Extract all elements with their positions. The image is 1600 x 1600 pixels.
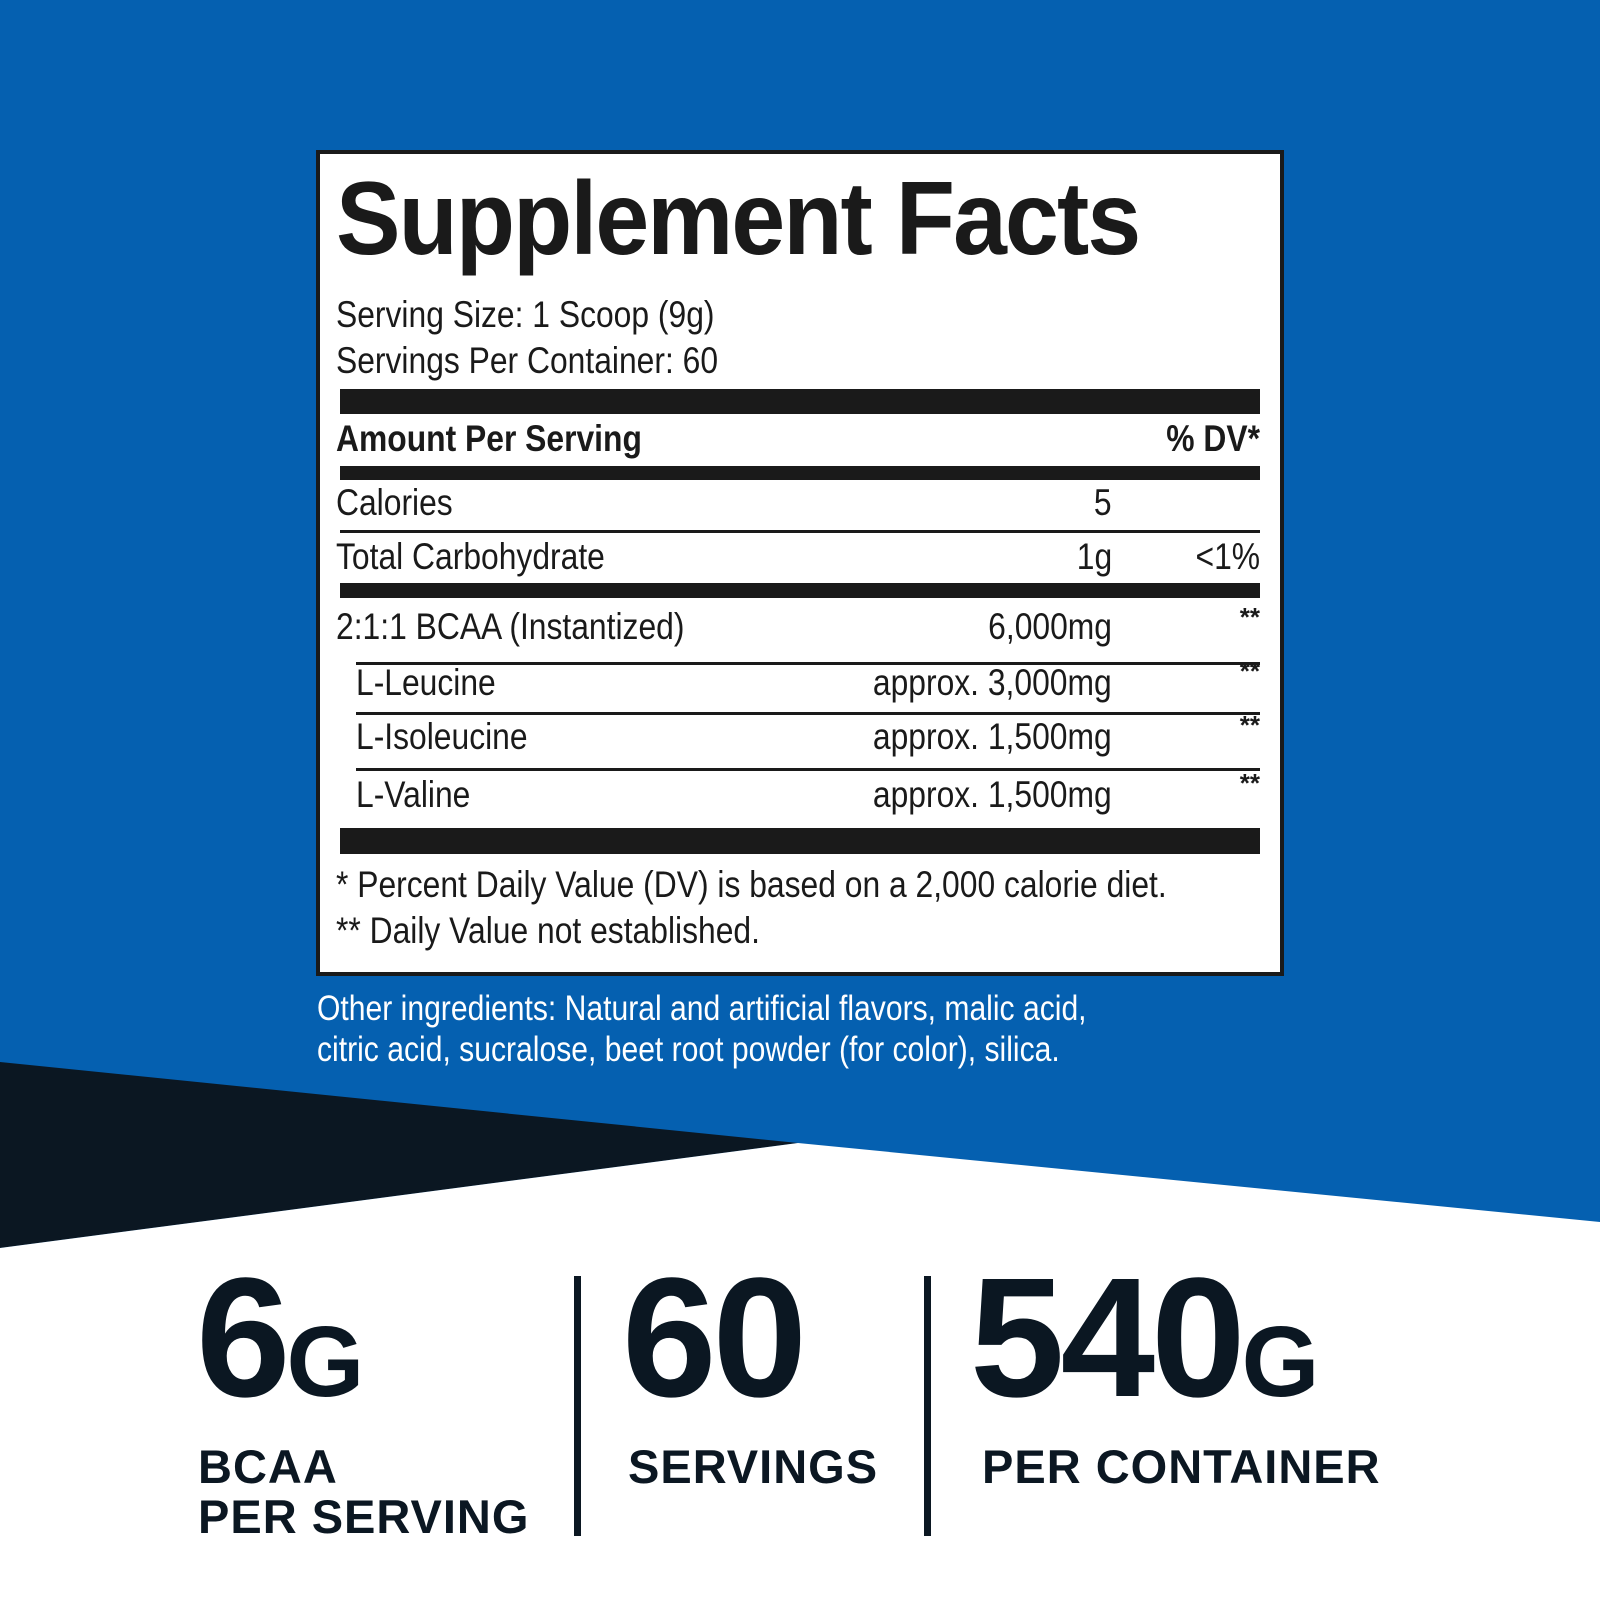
row-dv: <1% <box>1195 536 1260 577</box>
row-name: L-Valine <box>356 774 471 815</box>
stat-divider <box>924 1276 931 1536</box>
stat-servings-label: SERVINGS <box>628 1440 879 1493</box>
row-name: L-Isoleucine <box>356 716 528 757</box>
serving-size: Serving Size: 1 Scoop (9g) <box>336 294 715 335</box>
supplement-facts-panel: Supplement Facts Serving Size: 1 Scoop (… <box>316 150 1284 976</box>
row-dv: ** <box>1239 602 1260 632</box>
row-name: Calories <box>336 482 453 523</box>
row-amount: approx. 1,500mg <box>873 774 1112 815</box>
stat-bcaa-number: 6G <box>196 1243 364 1433</box>
thin-divider <box>356 712 1260 715</box>
row-name: Total Carbohydrate <box>336 536 605 577</box>
stat-servings-number: 60 <box>622 1243 807 1433</box>
stat-bcaa-label: BCAA PER SERVING <box>198 1440 530 1543</box>
other-ingredients: Other ingredients: Natural and artificia… <box>317 989 1087 1069</box>
medium-divider <box>340 466 1260 480</box>
row-name: L-Leucine <box>356 662 496 703</box>
thin-divider <box>356 768 1260 771</box>
thick-divider <box>340 389 1260 414</box>
row-amount: 6,000mg <box>988 606 1112 647</box>
row-dv: ** <box>1239 768 1260 798</box>
stat-container-number: 540G <box>970 1243 1319 1433</box>
thin-divider <box>340 530 1260 533</box>
footnote-not-established: ** Daily Value not established. <box>336 910 760 951</box>
row-dv: ** <box>1239 656 1260 686</box>
facts-title: Supplement Facts <box>336 161 1141 277</box>
row-amount: 1g <box>1076 536 1112 577</box>
medium-divider <box>340 583 1260 598</box>
thin-divider <box>356 662 1260 665</box>
row-amount: approx. 3,000mg <box>873 662 1112 703</box>
row-amount: 5 <box>1094 482 1112 523</box>
row-dv: ** <box>1239 710 1260 740</box>
white-band <box>0 1143 1600 1600</box>
row-name: 2:1:1 BCAA (Instantized) <box>336 606 685 647</box>
dark-triangle <box>0 1062 798 1248</box>
stat-divider <box>574 1276 581 1536</box>
thick-divider <box>340 828 1260 854</box>
header-dv: % DV* <box>1166 418 1260 459</box>
row-amount: approx. 1,500mg <box>873 716 1112 757</box>
footnote-dv: * Percent Daily Value (DV) is based on a… <box>336 864 1167 905</box>
stat-container-label: PER CONTAINER <box>982 1440 1381 1493</box>
servings-per-container: Servings Per Container: 60 <box>336 340 719 381</box>
header-amount: Amount Per Serving <box>336 418 642 459</box>
